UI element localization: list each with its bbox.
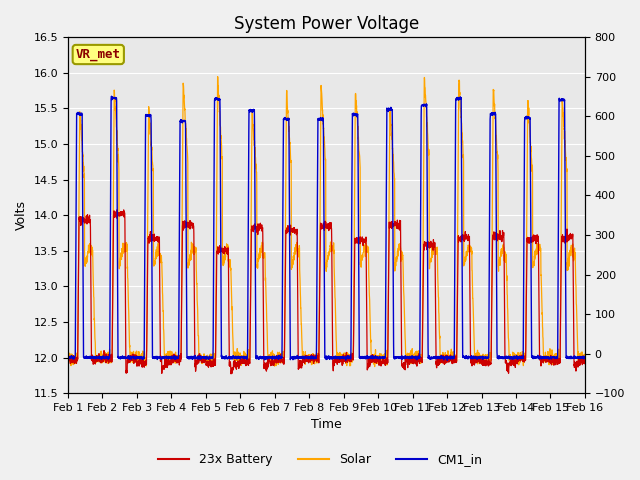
Title: System Power Voltage: System Power Voltage <box>234 15 419 33</box>
Legend: 23x Battery, Solar, CM1_in: 23x Battery, Solar, CM1_in <box>153 448 487 471</box>
Y-axis label: Volts: Volts <box>15 200 28 230</box>
X-axis label: Time: Time <box>311 419 342 432</box>
Text: VR_met: VR_met <box>76 48 121 61</box>
